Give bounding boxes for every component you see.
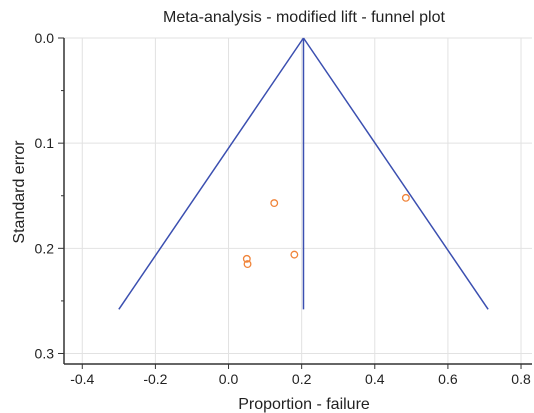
- x-tick-label: -0.4: [70, 371, 94, 387]
- study-point: [243, 260, 252, 269]
- grid-lines: [64, 37, 532, 364]
- axes: [58, 37, 532, 369]
- study-point: [290, 250, 299, 259]
- study-point: [401, 193, 410, 202]
- x-tick-label: 0.0: [219, 371, 239, 387]
- y-tick-label: 0.0: [35, 30, 55, 46]
- data-points: [242, 193, 410, 269]
- x-tick-label: 0.2: [292, 371, 312, 387]
- chart-title: Meta-analysis - modified lift - funnel p…: [163, 9, 445, 26]
- funnel-lines: [118, 37, 489, 310]
- study-point: [270, 199, 279, 208]
- x-tick-label: 0.4: [365, 371, 385, 387]
- tick-labels: -0.4 -0.2 0.0 0.2 0.4 0.6 0.8 0.0 0.1 0.2 0.3: [35, 30, 531, 387]
- y-axis-label: Standard error: [11, 140, 28, 244]
- funnel-left-line: [118, 37, 305, 310]
- y-tick-label: 0.1: [35, 135, 55, 151]
- funnel-right-line: [302, 37, 489, 310]
- y-tick-label: 0.3: [35, 345, 55, 361]
- x-axis-label: Proportion - failure: [238, 396, 370, 413]
- x-tick-label: 0.6: [438, 371, 458, 387]
- x-tick-label: 0.8: [511, 371, 531, 387]
- x-tick-label: -0.2: [143, 371, 167, 387]
- y-tick-label: 0.2: [35, 240, 55, 256]
- study-point: [242, 254, 251, 263]
